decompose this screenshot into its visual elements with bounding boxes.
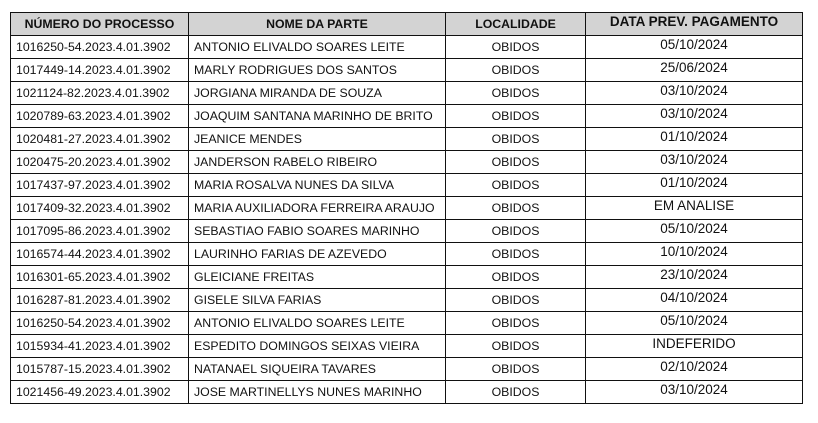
cell-numero-processo: 1017409-32.2023.4.01.3902 [10, 196, 189, 220]
table-row: 1016287-81.2023.4.01.3902 GISELE SILVA FA… [10, 288, 803, 312]
cell-data-pagamento: 03/10/2024 [585, 81, 803, 105]
cell-nome-parte: SEBASTIAO FABIO SOARES MARINHO [188, 219, 446, 243]
cell-localidade: OBIDOS [445, 81, 586, 105]
cell-numero-processo: 1016250-54.2023.4.01.3902 [10, 311, 189, 335]
cell-nome-parte: GLEICIANE FREITAS [188, 265, 446, 289]
cell-data-pagamento: 05/10/2024 [585, 35, 803, 59]
cell-nome-parte: JANDERSON RABELO RIBEIRO [188, 150, 446, 174]
cell-numero-processo: 1015934-41.2023.4.01.3902 [10, 334, 189, 358]
table-row: 1021124-82.2023.4.01.3902 JORGIANA MIRAND… [10, 81, 803, 105]
cell-localidade: OBIDOS [445, 219, 586, 243]
cell-data-pagamento: 01/10/2024 [585, 173, 803, 197]
cell-localidade: OBIDOS [445, 127, 586, 151]
cell-numero-processo: 1021124-82.2023.4.01.3902 [10, 81, 189, 105]
cell-numero-processo: 1017095-86.2023.4.01.3902 [10, 219, 189, 243]
table-row: 1016250-54.2023.4.01.3902 ANTONIO ELIVALD… [10, 311, 803, 335]
cell-data-pagamento: 25/06/2024 [585, 58, 803, 82]
table-row: 1015787-15.2023.4.01.3902 NATANAEL SIQUEI… [10, 357, 803, 381]
cell-localidade: OBIDOS [445, 173, 586, 197]
cell-numero-processo: 1015787-15.2023.4.01.3902 [10, 357, 189, 381]
table-row: 1020481-27.2023.4.01.3902 JEANICE MENDES O… [10, 127, 803, 151]
cell-localidade: OBIDOS [445, 357, 586, 381]
cell-localidade: OBIDOS [445, 380, 586, 404]
cell-localidade: OBIDOS [445, 104, 586, 128]
header-numero-processo: NÚMERO DO PROCESSO [10, 12, 189, 36]
table-row: 1020475-20.2023.4.01.3902 JANDERSON RABEL… [10, 150, 803, 174]
cell-data-pagamento: 23/10/2024 [585, 265, 803, 289]
cell-nome-parte: ANTONIO ELIVALDO SOARES LEITE [188, 311, 446, 335]
cell-nome-parte: JEANICE MENDES [188, 127, 446, 151]
cell-numero-processo: 1016301-65.2023.4.01.3902 [10, 265, 189, 289]
table-row: 1017437-97.2023.4.01.3902 MARIA ROSALVA N… [10, 173, 803, 197]
cell-data-pagamento: 01/10/2024 [585, 127, 803, 151]
cell-nome-parte: NATANAEL SIQUEIRA TAVARES [188, 357, 446, 381]
cell-numero-processo: 1020481-27.2023.4.01.3902 [10, 127, 189, 151]
cell-data-pagamento: 10/10/2024 [585, 242, 803, 266]
cell-nome-parte: LAURINHO FARIAS DE AZEVEDO [188, 242, 446, 266]
cell-nome-parte: ESPEDITO DOMINGOS SEIXAS VIEIRA [188, 334, 446, 358]
header-nome-parte: NOME DA PARTE [188, 12, 446, 36]
table-row: 1017449-14.2023.4.01.3902 MARLY RODRIGUES… [10, 58, 803, 82]
cell-data-pagamento: 04/10/2024 [585, 288, 803, 312]
cell-nome-parte: JORGIANA MIRANDA DE SOUZA [188, 81, 446, 105]
cell-localidade: OBIDOS [445, 242, 586, 266]
table-row: 1016574-44.2023.4.01.3902 LAURINHO FARIAS… [10, 242, 803, 266]
cell-localidade: OBIDOS [445, 196, 586, 220]
cell-numero-processo: 1020789-63.2023.4.01.3902 [10, 104, 189, 128]
header-data-pagamento: DATA PREV. PAGAMENTO [585, 12, 803, 36]
cell-nome-parte: GISELE SILVA FARIAS [188, 288, 446, 312]
cell-localidade: OBIDOS [445, 288, 586, 312]
cell-nome-parte: JOSE MARTINELLYS NUNES MARINHO [188, 380, 446, 404]
cell-localidade: OBIDOS [445, 265, 586, 289]
header-localidade: LOCALIDADE [445, 12, 586, 36]
cell-data-pagamento: EM ANALISE [585, 196, 803, 220]
cell-localidade: OBIDOS [445, 150, 586, 174]
table-row: 1021456-49.2023.4.01.3902 JOSE MARTINELLY… [10, 380, 803, 404]
cell-localidade: OBIDOS [445, 35, 586, 59]
cell-data-pagamento: 05/10/2024 [585, 219, 803, 243]
header-row: NÚMERO DO PROCESSO NOME DA PARTE LOCALID… [10, 12, 803, 36]
table-row: 1017095-86.2023.4.01.3902 SEBASTIAO FABIO… [10, 219, 803, 243]
cell-numero-processo: 1017449-14.2023.4.01.3902 [10, 58, 189, 82]
cell-data-pagamento: 03/10/2024 [585, 150, 803, 174]
cell-numero-processo: 1017437-97.2023.4.01.3902 [10, 173, 189, 197]
cell-nome-parte: MARLY RODRIGUES DOS SANTOS [188, 58, 446, 82]
cell-localidade: OBIDOS [445, 311, 586, 335]
cell-numero-processo: 1016287-81.2023.4.01.3902 [10, 288, 189, 312]
payment-table: NÚMERO DO PROCESSO NOME DA PARTE LOCALID… [10, 12, 803, 404]
cell-data-pagamento: 03/10/2024 [585, 104, 803, 128]
table-body: 1016250-54.2023.4.01.3902 ANTONIO ELIVALD… [10, 35, 803, 404]
cell-nome-parte: MARIA AUXILIADORA FERREIRA ARAUJO [188, 196, 446, 220]
cell-numero-processo: 1016250-54.2023.4.01.3902 [10, 35, 189, 59]
table-row: 1016250-54.2023.4.01.3902 ANTONIO ELIVALD… [10, 35, 803, 59]
cell-data-pagamento: INDEFERIDO [585, 334, 803, 358]
cell-localidade: OBIDOS [445, 58, 586, 82]
cell-data-pagamento: 03/10/2024 [585, 380, 803, 404]
cell-nome-parte: MARIA ROSALVA NUNES DA SILVA [188, 173, 446, 197]
cell-data-pagamento: 02/10/2024 [585, 357, 803, 381]
table-row: 1015934-41.2023.4.01.3902 ESPEDITO DOMING… [10, 334, 803, 358]
table-header: NÚMERO DO PROCESSO NOME DA PARTE LOCALID… [10, 12, 803, 36]
cell-nome-parte: ANTONIO ELIVALDO SOARES LEITE [188, 35, 446, 59]
cell-data-pagamento: 05/10/2024 [585, 311, 803, 335]
table-row: 1017409-32.2023.4.01.3902 MARIA AUXILIADO… [10, 196, 803, 220]
cell-nome-parte: JOAQUIM SANTANA MARINHO DE BRITO [188, 104, 446, 128]
cell-numero-processo: 1016574-44.2023.4.01.3902 [10, 242, 189, 266]
table-row: 1016301-65.2023.4.01.3902 GLEICIANE FREIT… [10, 265, 803, 289]
cell-numero-processo: 1020475-20.2023.4.01.3902 [10, 150, 189, 174]
cell-localidade: OBIDOS [445, 334, 586, 358]
cell-numero-processo: 1021456-49.2023.4.01.3902 [10, 380, 189, 404]
table-row: 1020789-63.2023.4.01.3902 JOAQUIM SANTANA… [10, 104, 803, 128]
